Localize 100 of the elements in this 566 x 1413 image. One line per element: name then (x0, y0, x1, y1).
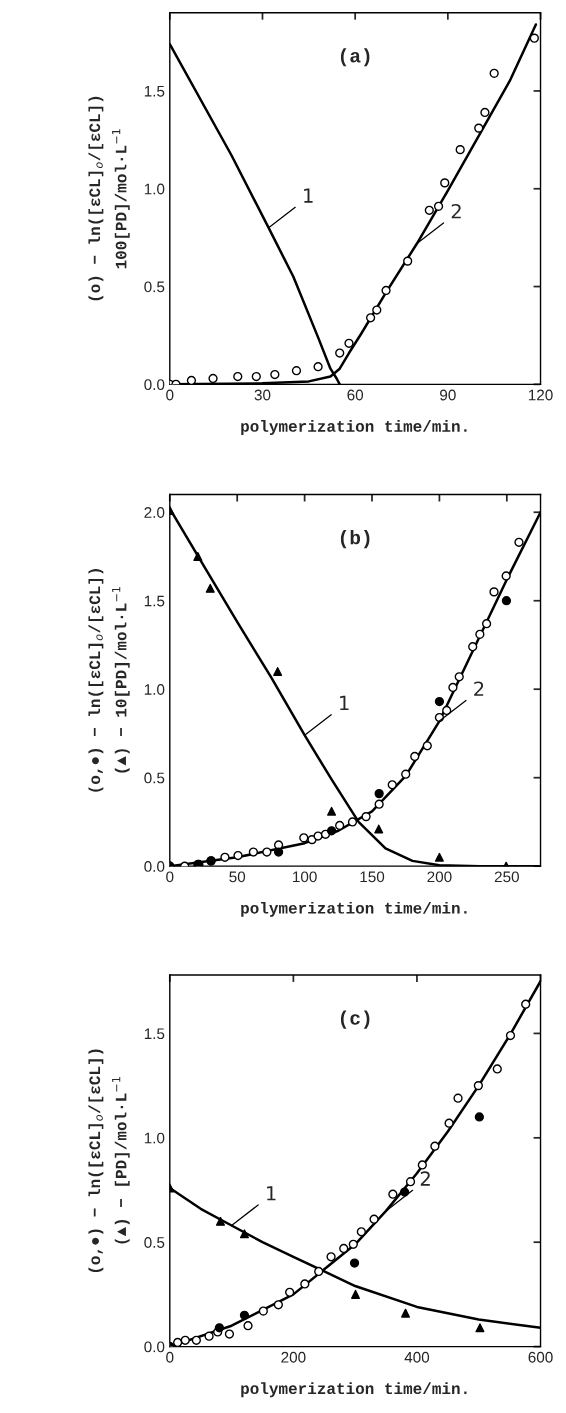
point (529, 33, 539, 43)
point (344, 338, 354, 348)
point (434, 712, 445, 723)
point (215, 1216, 225, 1226)
point (369, 1214, 379, 1224)
x-tick-label: 50 (229, 871, 246, 883)
point (193, 551, 203, 561)
point (326, 1252, 336, 1262)
point (501, 596, 512, 606)
point (313, 362, 323, 372)
point (291, 366, 302, 376)
point (220, 852, 230, 862)
y-tick-label: 0.5 (144, 1237, 165, 1248)
x-tick-label: 600 (528, 1351, 553, 1363)
point (405, 1177, 416, 1187)
x-tick-label: 100 (293, 871, 317, 883)
point (191, 1335, 201, 1345)
point (424, 205, 434, 215)
annotation: 1 (304, 188, 313, 203)
point (433, 201, 444, 211)
point (327, 806, 337, 816)
annotation: 1 (340, 695, 349, 711)
point (273, 667, 283, 677)
y-tick-label: 1.5 (144, 1028, 165, 1040)
point (273, 847, 284, 857)
y-axis-title: (o) − ln([εCL]$_{o}$/[εCL]) 100[PD]/mol·L$^{−1}$ (88, 96, 130, 301)
y-tick-label: 1.0 (144, 1132, 165, 1144)
point (374, 824, 384, 834)
point (300, 1279, 310, 1289)
point (251, 371, 261, 382)
annotation: 2 (420, 1171, 430, 1186)
point (339, 1243, 349, 1254)
point (248, 847, 259, 857)
x-tick-label: 200 (427, 871, 452, 883)
point (403, 256, 413, 266)
point (173, 1337, 183, 1347)
point (348, 1239, 358, 1249)
point (505, 1030, 516, 1041)
point (455, 145, 465, 155)
point (444, 1118, 454, 1128)
point (335, 348, 345, 358)
point (314, 1266, 324, 1277)
point (243, 1321, 253, 1331)
y-tick-label: 1.5 (144, 85, 165, 97)
annotation: (b) (340, 530, 370, 549)
point (475, 1323, 485, 1333)
point (208, 373, 218, 384)
point (214, 1323, 225, 1333)
point (299, 833, 309, 843)
point (475, 629, 485, 639)
y-tick-label: 0.0 (144, 379, 165, 391)
point (335, 820, 345, 831)
annotation: (c) (340, 1010, 370, 1029)
point (233, 850, 243, 861)
point (468, 642, 478, 652)
point (481, 619, 492, 629)
x-tick-label: 60 (347, 389, 364, 401)
point (381, 285, 391, 296)
x-tick-label: 120 (528, 389, 553, 401)
point (351, 1289, 361, 1299)
y-tick-label: 1.0 (144, 684, 165, 695)
x-axis-title: polymerization time/min. (241, 1382, 467, 1398)
point (474, 123, 484, 133)
x-tick-label: 150 (360, 871, 385, 883)
x-tick-label: 90 (440, 389, 456, 401)
y-tick-label: 2.0 (144, 507, 165, 518)
x-tick-label: 250 (494, 871, 519, 883)
point (180, 1335, 190, 1345)
point (492, 1064, 502, 1074)
point (387, 780, 397, 790)
x-tick-label: 0 (166, 871, 174, 883)
point (239, 1229, 249, 1239)
point (361, 811, 371, 822)
point (401, 769, 411, 779)
point (501, 571, 511, 581)
point (326, 826, 337, 836)
point (422, 741, 432, 751)
point (273, 1300, 283, 1310)
point (258, 1306, 268, 1316)
y-axis-title: (o,●) − ln([εCL]$_{o}$/[εCL]) (▲) − 10[PD]/mol·L$^{−1}$ (88, 569, 130, 792)
y-tick-label: 0.5 (144, 772, 165, 784)
point (285, 1287, 295, 1297)
point (224, 1329, 235, 1339)
x-tick-label: 0 (166, 389, 174, 401)
point (349, 1258, 360, 1268)
y-tick-label: 0.0 (144, 1341, 165, 1353)
point (374, 799, 384, 809)
annotation: 1 (267, 1186, 276, 1201)
point (205, 583, 215, 593)
point (401, 1308, 411, 1318)
point (417, 1160, 427, 1170)
x-tick-label: 200 (281, 1351, 306, 1363)
point (453, 1093, 463, 1103)
annotation: 2 (451, 203, 461, 219)
x-tick-label: 30 (254, 389, 271, 401)
point (356, 1227, 366, 1237)
annotation: (a) (340, 48, 370, 67)
point (480, 107, 490, 118)
point (473, 1080, 483, 1091)
point (434, 696, 445, 707)
